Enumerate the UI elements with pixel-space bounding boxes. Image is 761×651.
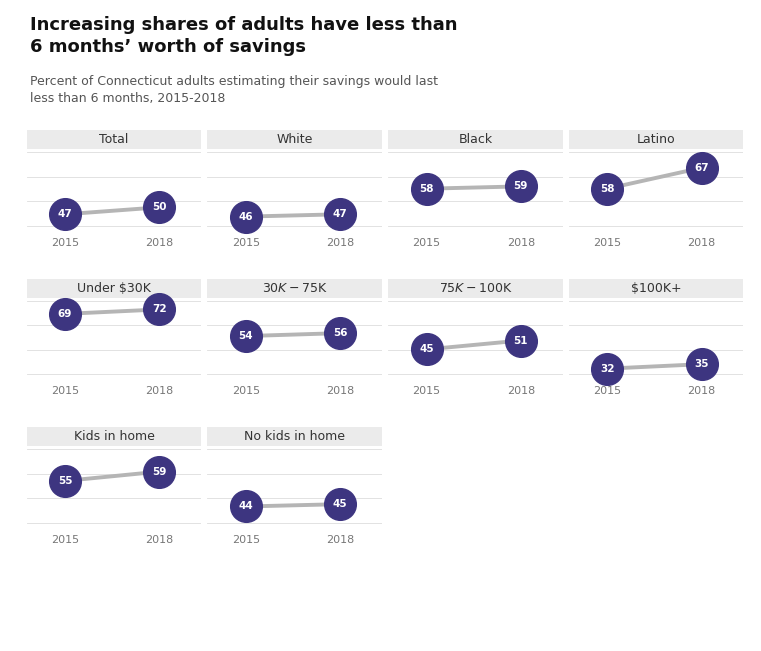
- Text: 2015: 2015: [594, 238, 621, 247]
- Text: 2015: 2015: [232, 534, 260, 544]
- FancyBboxPatch shape: [207, 279, 382, 298]
- Text: 51: 51: [514, 335, 528, 346]
- Text: 67: 67: [694, 163, 709, 173]
- Point: [59, 476, 71, 486]
- Point: [334, 328, 346, 339]
- Point: [514, 335, 527, 346]
- Text: White: White: [276, 133, 313, 146]
- Text: 2018: 2018: [145, 386, 174, 396]
- Point: [240, 212, 252, 222]
- Text: 45: 45: [419, 344, 434, 354]
- Text: 47: 47: [333, 209, 348, 219]
- Point: [601, 363, 613, 374]
- Text: 47: 47: [58, 209, 72, 219]
- Point: [696, 163, 708, 173]
- Text: 59: 59: [514, 182, 528, 191]
- Point: [59, 209, 71, 219]
- Text: Latino: Latino: [637, 133, 676, 146]
- FancyBboxPatch shape: [388, 130, 563, 149]
- FancyBboxPatch shape: [207, 130, 382, 149]
- Text: 46: 46: [238, 212, 253, 221]
- Text: 2018: 2018: [687, 386, 715, 396]
- FancyBboxPatch shape: [27, 130, 201, 149]
- Text: $75K-$100K: $75K-$100K: [438, 282, 512, 295]
- Point: [334, 209, 346, 219]
- Text: $30K-$75K: $30K-$75K: [262, 282, 327, 295]
- Point: [153, 304, 165, 314]
- Text: 2015: 2015: [232, 238, 260, 247]
- Text: 2015: 2015: [412, 386, 441, 396]
- Text: 2018: 2018: [326, 386, 354, 396]
- Text: 69: 69: [58, 309, 72, 319]
- Text: 54: 54: [238, 331, 253, 341]
- Text: 2018: 2018: [507, 238, 535, 247]
- Text: 58: 58: [600, 184, 615, 194]
- FancyBboxPatch shape: [388, 279, 563, 298]
- Text: 2015: 2015: [51, 386, 79, 396]
- Text: Black: Black: [458, 133, 492, 146]
- Text: Total: Total: [99, 133, 129, 146]
- Text: 2018: 2018: [145, 534, 174, 544]
- Text: 35: 35: [694, 359, 708, 369]
- Point: [514, 181, 527, 191]
- FancyBboxPatch shape: [207, 427, 382, 446]
- Text: 2015: 2015: [412, 238, 441, 247]
- Text: 45: 45: [333, 499, 348, 509]
- Text: 56: 56: [333, 328, 347, 338]
- Point: [59, 309, 71, 319]
- Text: Kids in home: Kids in home: [74, 430, 154, 443]
- Point: [334, 499, 346, 509]
- FancyBboxPatch shape: [568, 279, 743, 298]
- FancyBboxPatch shape: [27, 427, 201, 446]
- Text: 2018: 2018: [687, 238, 715, 247]
- Text: 2015: 2015: [594, 386, 621, 396]
- Point: [240, 501, 252, 512]
- Point: [420, 184, 432, 194]
- Text: 32: 32: [600, 364, 615, 374]
- Text: 44: 44: [238, 501, 253, 512]
- Text: 55: 55: [58, 476, 72, 486]
- Text: 2018: 2018: [145, 238, 174, 247]
- Point: [153, 466, 165, 477]
- Text: 59: 59: [152, 467, 167, 477]
- Text: Under $30K: Under $30K: [77, 282, 151, 295]
- Text: 2015: 2015: [232, 386, 260, 396]
- Text: Percent of Connecticut adults estimating their savings would last
less than 6 mo: Percent of Connecticut adults estimating…: [30, 75, 438, 105]
- Text: 58: 58: [419, 184, 434, 194]
- Text: 2018: 2018: [507, 386, 535, 396]
- Text: 2018: 2018: [326, 534, 354, 544]
- Point: [153, 202, 165, 212]
- Text: 2015: 2015: [51, 238, 79, 247]
- FancyBboxPatch shape: [27, 279, 201, 298]
- Point: [696, 359, 708, 369]
- Text: $100K+: $100K+: [631, 282, 682, 295]
- FancyBboxPatch shape: [568, 130, 743, 149]
- Text: Increasing shares of adults have less than
6 months’ worth of savings: Increasing shares of adults have less th…: [30, 16, 458, 57]
- Point: [601, 184, 613, 194]
- Text: 50: 50: [152, 202, 167, 212]
- Point: [420, 344, 432, 355]
- Text: 2015: 2015: [51, 534, 79, 544]
- Text: No kids in home: No kids in home: [244, 430, 345, 443]
- Point: [240, 331, 252, 341]
- Text: 72: 72: [152, 305, 167, 314]
- Text: 2018: 2018: [326, 238, 354, 247]
